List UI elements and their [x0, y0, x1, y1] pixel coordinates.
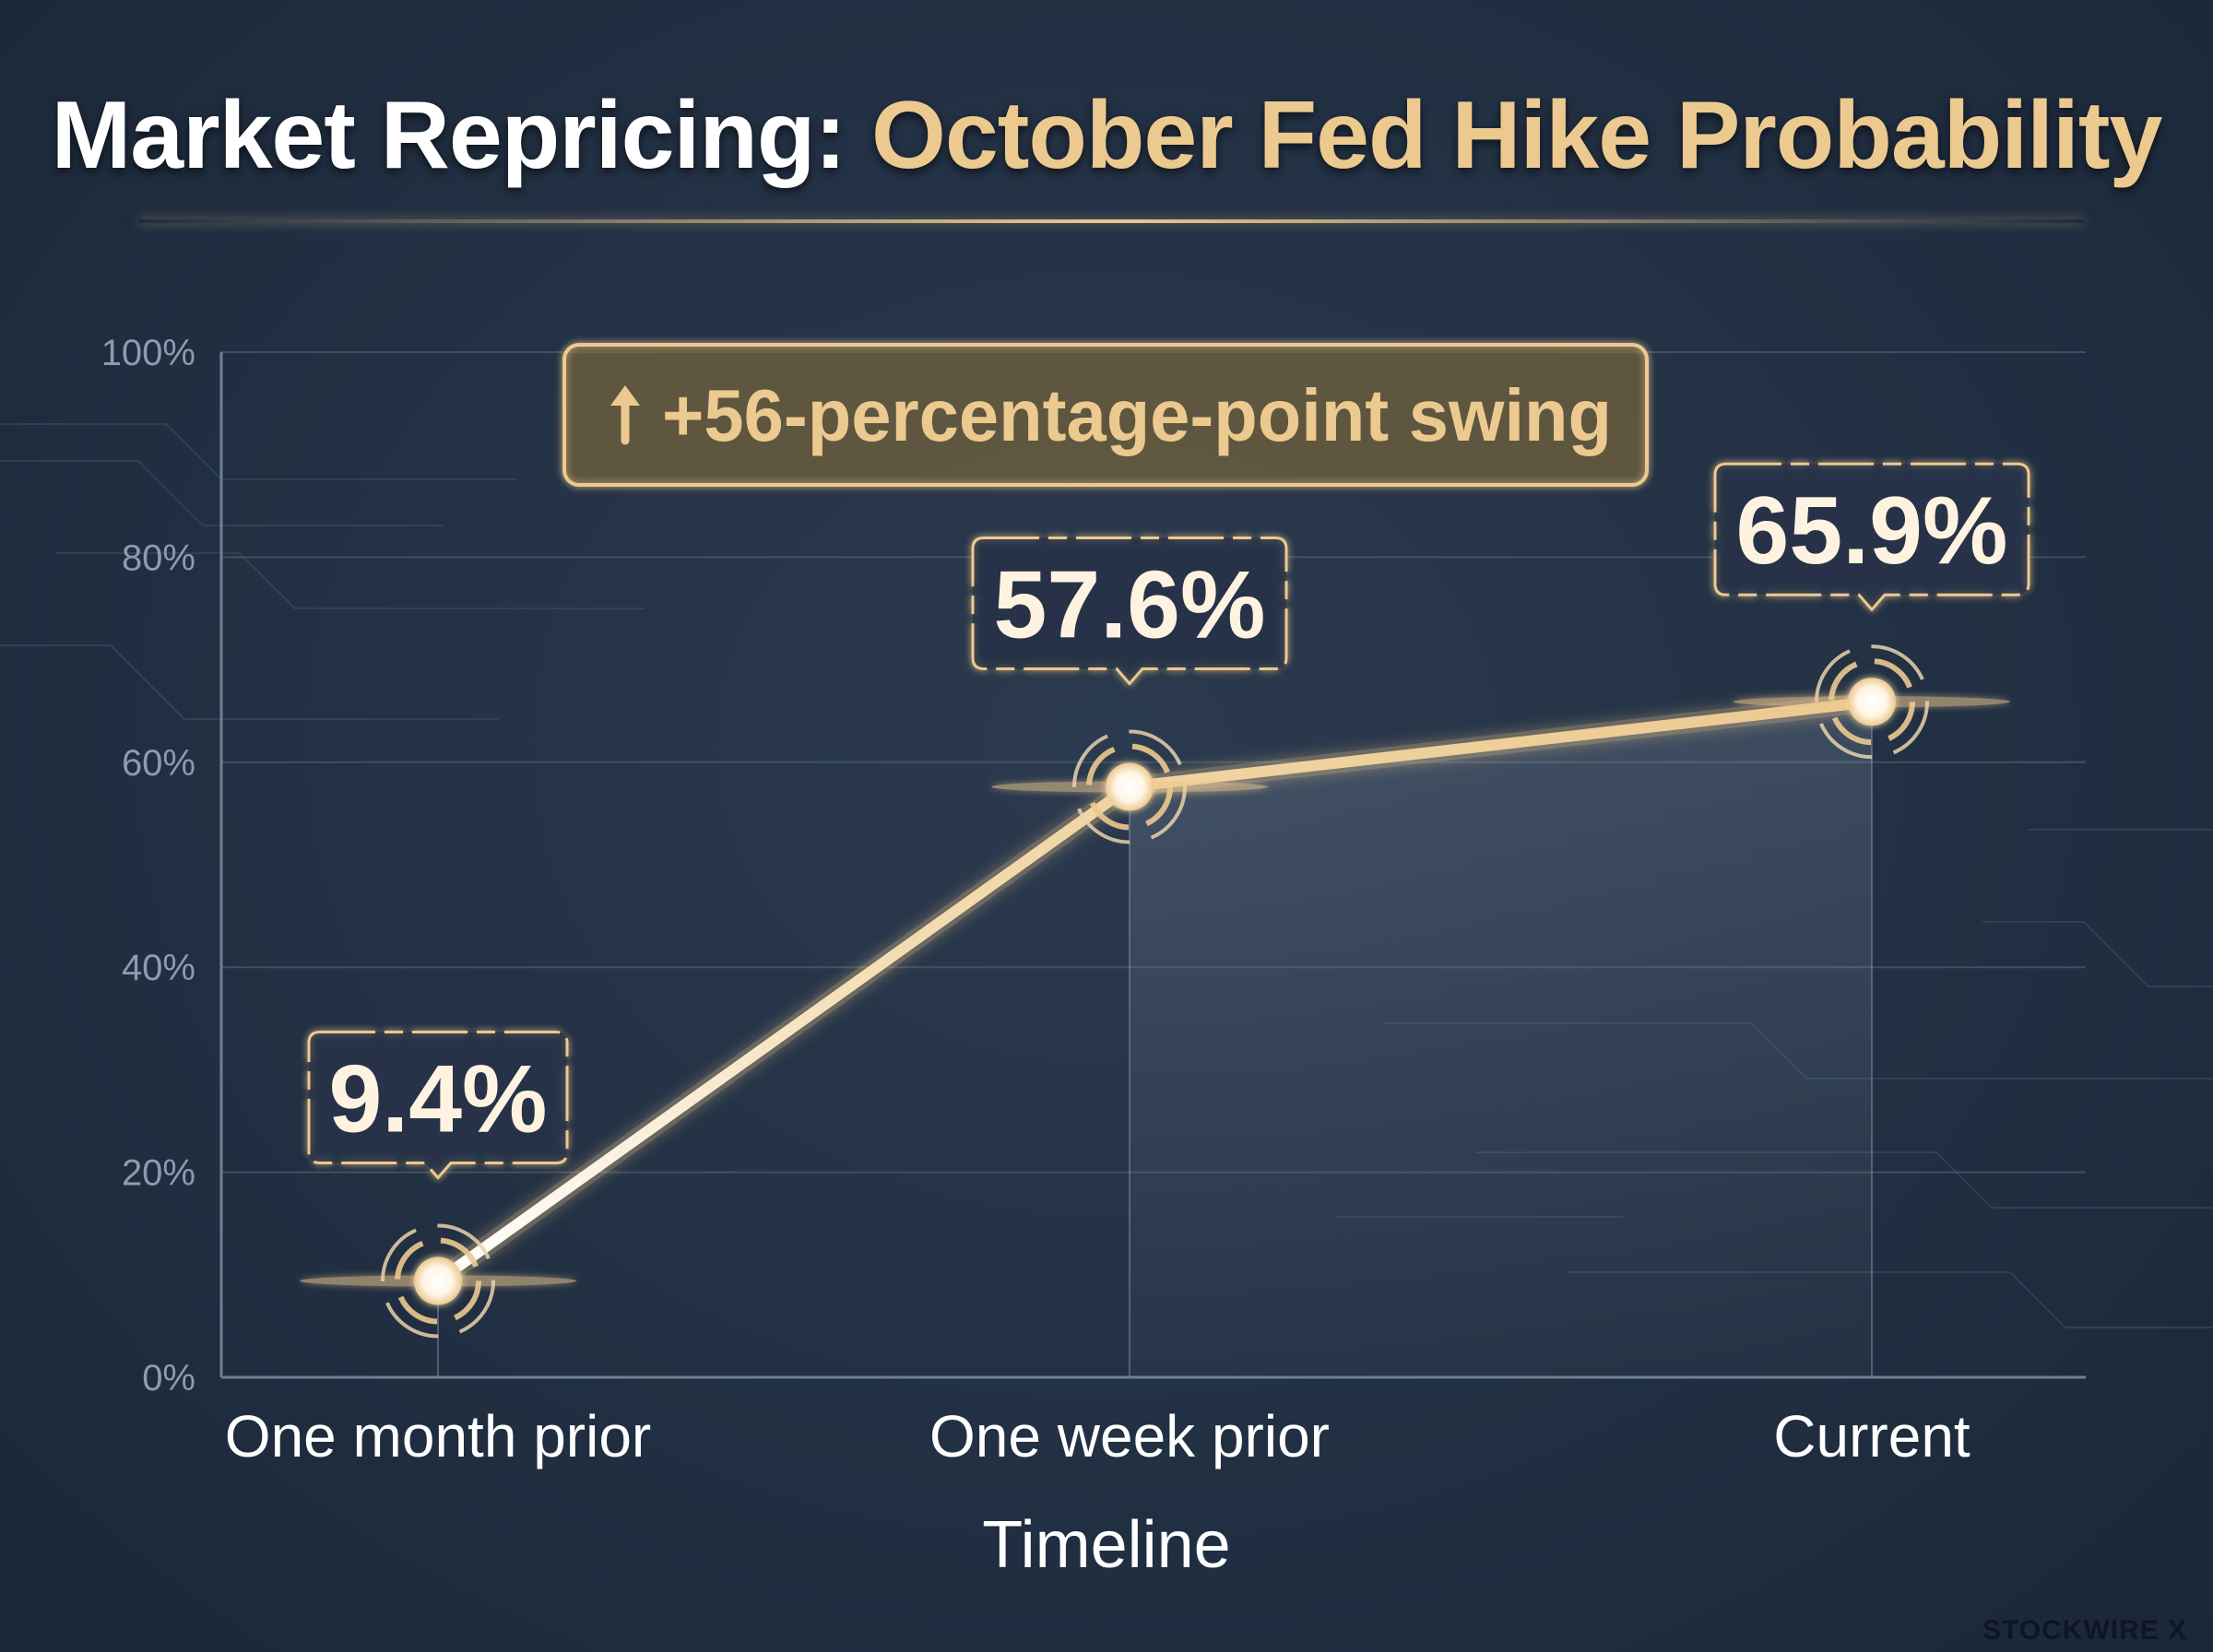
callout-text: +56-percentage-point swing	[662, 374, 1612, 456]
data-label-text: 9.4%	[328, 1045, 547, 1152]
y-tick-label: 20%	[122, 1153, 195, 1194]
data-label-text: 57.6%	[994, 551, 1266, 658]
title-underline	[138, 219, 2084, 223]
data-label: 65.9%	[1713, 462, 2030, 612]
x-tick-label: One month prior	[225, 1403, 651, 1469]
callout-box	[562, 343, 1649, 487]
data-point	[300, 1223, 576, 1339]
data-point	[1734, 644, 2010, 760]
x-tick-label: Current	[1773, 1403, 1970, 1469]
axes	[219, 352, 2086, 1379]
arrow-up-icon	[610, 385, 640, 445]
data-point	[991, 729, 1268, 844]
data-label: 9.4%	[307, 1030, 569, 1180]
swing-callout: +56-percentage-point swing	[562, 343, 1649, 487]
area-fill	[1130, 702, 1872, 1377]
y-tick-label: 100%	[101, 333, 195, 373]
y-tick-label: 40%	[122, 948, 195, 988]
y-tick-label: 60%	[122, 743, 195, 784]
y-tick-label: 0%	[142, 1358, 195, 1398]
title-part-2: October Fed Hike Probability	[870, 82, 2162, 189]
watermark-logo: STOCKWIRE X	[1982, 1615, 2188, 1646]
x-tick-label: One week prior	[929, 1403, 1330, 1469]
x-tick-labels: One month prior One week prior Current	[225, 1403, 1970, 1469]
chart-title: Market Repricing: October Fed Hike Proba…	[0, 81, 2213, 191]
title-part-1: Market Repricing:	[51, 82, 846, 189]
y-tick-label: 80%	[122, 537, 195, 578]
data-labels: 9.4% 57.6% 65.9%	[307, 462, 2030, 1180]
x-axis-label: Timeline	[982, 1508, 1230, 1582]
data-label-text: 65.9%	[1736, 478, 2008, 584]
data-label: 57.6%	[971, 536, 1288, 686]
data-points	[300, 644, 2010, 1339]
y-tick-labels: 0% 20% 40% 60% 80% 100%	[101, 333, 195, 1398]
